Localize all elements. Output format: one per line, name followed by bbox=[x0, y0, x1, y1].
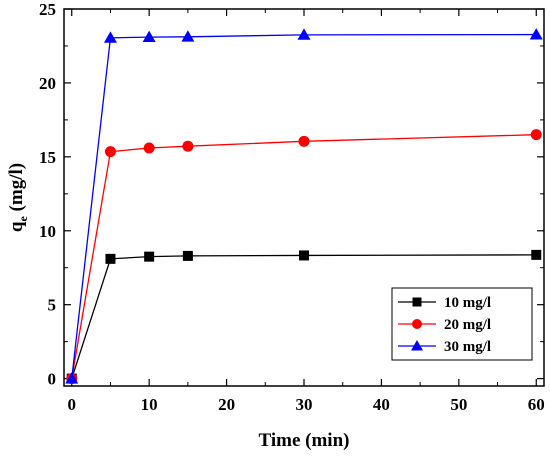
data-point bbox=[297, 28, 311, 40]
y-tick-label: 10 bbox=[39, 222, 56, 241]
y-axis-title: qe (mg/l) bbox=[6, 163, 30, 232]
x-tick-label: 20 bbox=[218, 395, 235, 414]
data-point bbox=[143, 142, 155, 154]
y-axis-title-subscript: e bbox=[16, 216, 30, 222]
legend-marker bbox=[412, 297, 422, 307]
x-tick-label: 0 bbox=[67, 395, 76, 414]
legend-marker bbox=[411, 340, 423, 351]
data-point bbox=[529, 28, 543, 40]
y-tick-labels: 0 5 10 15 20 25 bbox=[39, 0, 56, 389]
data-point bbox=[299, 250, 309, 261]
y-tick-label: 20 bbox=[39, 74, 56, 93]
series-line bbox=[71, 254, 537, 379]
plot-frame bbox=[63, 8, 545, 387]
data-point bbox=[104, 146, 116, 158]
legend-label: 20 mg/l bbox=[444, 317, 491, 333]
legend: 10 mg/l 20 mg/l 30 mg/l bbox=[391, 287, 533, 361]
legend-entry: 20 mg/l bbox=[398, 317, 491, 333]
y-tick-label: 5 bbox=[48, 296, 57, 315]
series-2 bbox=[66, 129, 542, 385]
x-tick-label: 10 bbox=[141, 395, 158, 414]
y-axis-title-main: q bbox=[6, 221, 27, 232]
data-point bbox=[103, 31, 117, 43]
series-group bbox=[65, 28, 543, 385]
x-tick-label: 60 bbox=[528, 395, 545, 414]
x-tick-label: 40 bbox=[373, 395, 390, 414]
x-tick-label: 50 bbox=[450, 395, 467, 414]
data-point bbox=[182, 140, 194, 152]
legend-marker bbox=[412, 319, 422, 329]
x-axis-title: Time (min) bbox=[259, 430, 350, 451]
data-point bbox=[530, 129, 542, 141]
data-point bbox=[298, 135, 310, 147]
series-line bbox=[71, 134, 537, 379]
y-tick-label: 15 bbox=[39, 148, 56, 167]
data-point bbox=[105, 253, 116, 264]
data-point bbox=[65, 372, 79, 384]
legend-entry: 10 mg/l bbox=[398, 295, 491, 311]
x-tick-labels: 0 10 20 30 40 50 60 bbox=[67, 395, 544, 414]
data-point bbox=[531, 249, 542, 260]
data-point bbox=[142, 30, 156, 42]
series-line bbox=[71, 33, 537, 379]
legend-entry: 30 mg/l bbox=[398, 339, 491, 355]
y-tick-label: 0 bbox=[48, 370, 57, 389]
x-tick-label: 30 bbox=[296, 395, 313, 414]
legend-label: 10 mg/l bbox=[444, 295, 491, 311]
series-3 bbox=[65, 28, 543, 384]
y-tick-label: 25 bbox=[39, 0, 56, 19]
data-point bbox=[181, 30, 195, 42]
data-point bbox=[182, 250, 193, 261]
legend-label: 30 mg/l bbox=[444, 339, 491, 355]
y-axis-title-units: (mg/l) bbox=[6, 163, 27, 216]
data-point bbox=[144, 251, 155, 262]
